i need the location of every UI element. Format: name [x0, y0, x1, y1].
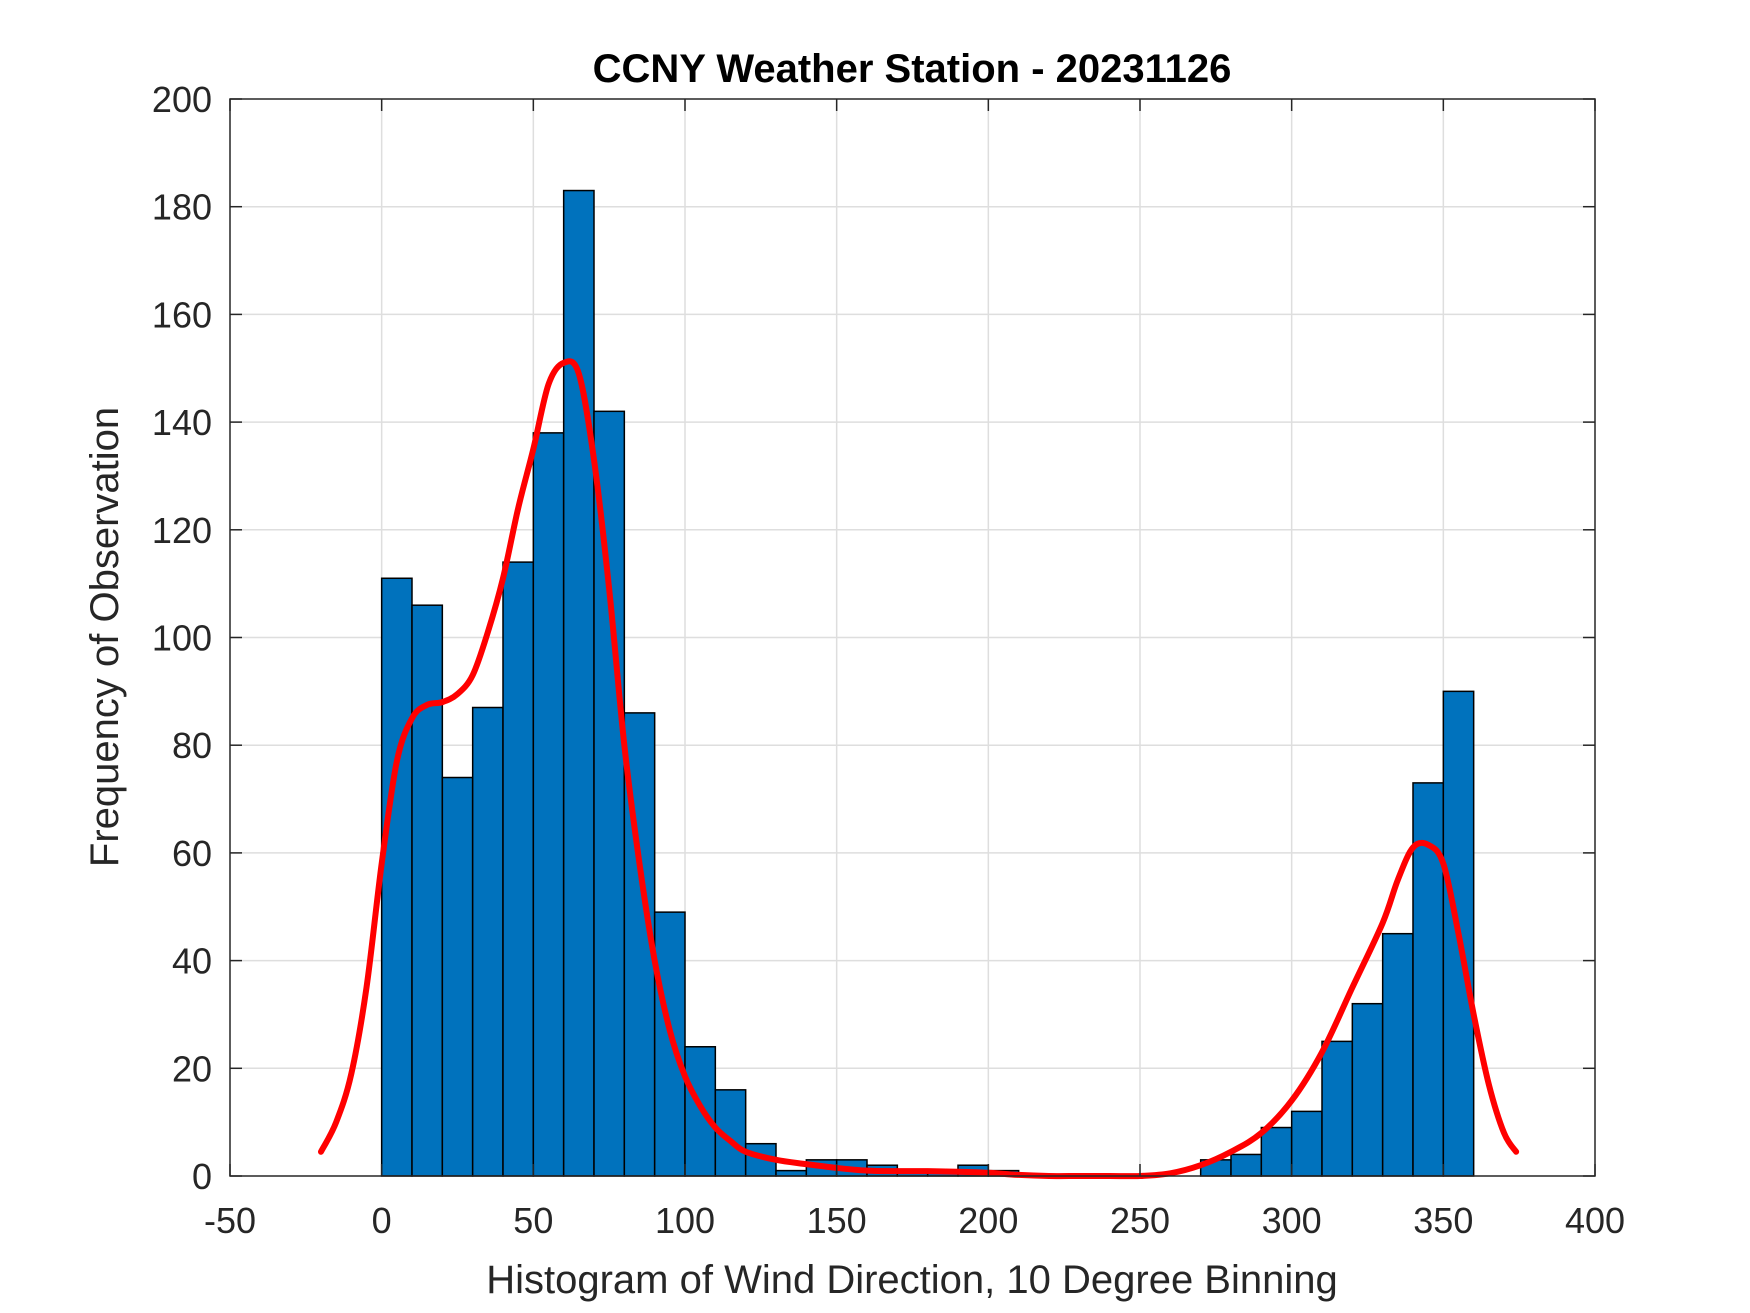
- y-tick-label: 160: [152, 294, 212, 335]
- histogram-bar: [380, 577, 413, 1177]
- histogram-bar: [441, 776, 474, 1177]
- histogram-bar: [562, 189, 595, 1177]
- y-tick-label: 80: [172, 725, 212, 766]
- y-axis-label: Frequency of Observation: [83, 407, 127, 867]
- density-curve-line: [318, 358, 1520, 1180]
- axes-frame: [229, 98, 1596, 1177]
- x-tick-label: 0: [372, 1200, 392, 1241]
- x-tick-label: 350: [1413, 1200, 1473, 1241]
- x-tick-label: -50: [204, 1200, 256, 1241]
- y-tick-label: 100: [152, 618, 212, 659]
- x-tick-label: 250: [1110, 1200, 1170, 1241]
- histogram-bar: [1351, 1002, 1384, 1177]
- y-tick-label: 0: [192, 1156, 212, 1197]
- y-tick-label: 120: [152, 510, 212, 551]
- histogram-bar: [502, 561, 535, 1177]
- y-tick-label: 60: [172, 833, 212, 874]
- x-tick-labels: -50 0 50 100 150 200 250 300 350 400: [204, 1200, 1625, 1241]
- histogram-bar: [411, 604, 444, 1177]
- histogram-bar: [471, 706, 504, 1177]
- histogram-bar: [532, 432, 565, 1177]
- x-tick-label: 150: [807, 1200, 867, 1241]
- y-tick-label: 180: [152, 187, 212, 228]
- histogram-bar: [1381, 932, 1414, 1177]
- chart-title: CCNY Weather Station - 20231126: [593, 47, 1232, 91]
- y-tick-label: 140: [152, 402, 212, 443]
- y-tick-label: 20: [172, 1048, 212, 1089]
- x-axis-label: Histogram of Wind Direction, 10 Degree B…: [486, 1258, 1338, 1302]
- y-tick-label: 40: [172, 941, 212, 982]
- histogram-bar: [653, 911, 686, 1177]
- x-tick-label: 100: [655, 1200, 715, 1241]
- histogram-bar: [1290, 1110, 1323, 1177]
- x-tick-label: 200: [958, 1200, 1018, 1241]
- histogram-bar: [1321, 1040, 1354, 1177]
- x-tick-label: 300: [1262, 1200, 1322, 1241]
- histogram-bar: [1260, 1126, 1293, 1177]
- histogram-bar: [1230, 1153, 1263, 1177]
- x-tick-label: 400: [1565, 1200, 1625, 1241]
- x-tick-label: 50: [513, 1200, 553, 1241]
- histogram-bar: [593, 410, 626, 1177]
- y-tick-label: 200: [152, 79, 212, 120]
- histogram-bar: [775, 1169, 808, 1177]
- density-curve: [318, 358, 1520, 1180]
- y-tick-labels: 0 20 40 60 80 100 120 140 160 180 200: [152, 79, 212, 1197]
